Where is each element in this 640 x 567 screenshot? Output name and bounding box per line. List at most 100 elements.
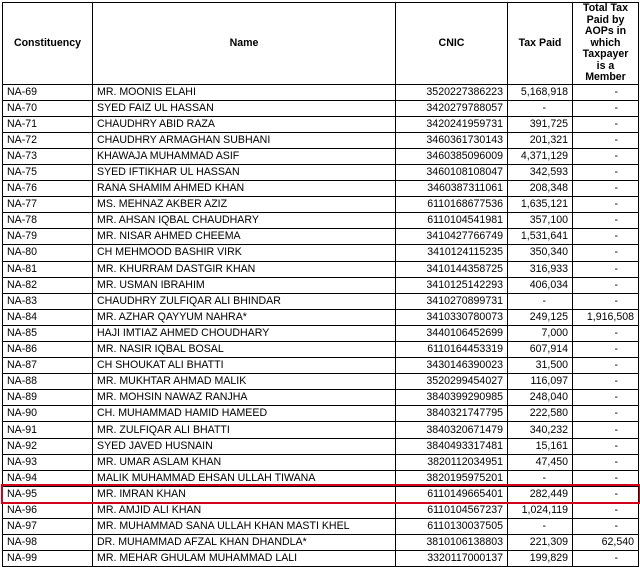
cell-constituency: NA-93 — [3, 454, 93, 470]
cell-aop: - — [573, 116, 639, 132]
cell-aop: - — [573, 261, 639, 277]
cell-constituency: NA-94 — [3, 470, 93, 486]
cell-aop: - — [573, 422, 639, 438]
cell-cnic: 3460385096009 — [396, 148, 508, 164]
cell-constituency: NA-79 — [3, 229, 93, 245]
cell-cnic: 3810106138803 — [396, 535, 508, 551]
cell-aop: - — [573, 519, 639, 535]
cell-tax-paid: 208,348 — [508, 181, 573, 197]
cell-tax-paid: 248,040 — [508, 390, 573, 406]
cell-aop: - — [573, 502, 639, 518]
cell-cnic: 6110104541981 — [396, 213, 508, 229]
header-name: Name — [93, 3, 396, 85]
cell-name: MR. MUKHTAR AHMAD MALIK — [93, 374, 396, 390]
cell-name: MR. NASIR IQBAL BOSAL — [93, 342, 396, 358]
cell-tax-paid: 221,309 — [508, 535, 573, 551]
cell-tax-paid: 201,321 — [508, 132, 573, 148]
cell-name: SYED JAVED HUSNAIN — [93, 438, 396, 454]
cell-cnic: 3520227386223 — [396, 84, 508, 100]
cell-tax-paid: 5,168,918 — [508, 84, 573, 100]
cell-cnic: 3410144358725 — [396, 261, 508, 277]
cell-tax-paid: - — [508, 293, 573, 309]
cell-aop: - — [573, 100, 639, 116]
cell-aop: - — [573, 213, 639, 229]
cell-aop: - — [573, 325, 639, 341]
cell-tax-paid: 249,125 — [508, 309, 573, 325]
cell-constituency: NA-69 — [3, 84, 93, 100]
cell-name: MR. UMAR ASLAM KHAN — [93, 454, 396, 470]
cell-constituency: NA-81 — [3, 261, 93, 277]
cell-cnic: 3460387311061 — [396, 181, 508, 197]
cell-cnic: 3840493317481 — [396, 438, 508, 454]
cell-aop: - — [573, 438, 639, 454]
table-header: Constituency Name CNIC Tax Paid Total Ta… — [3, 3, 639, 85]
cell-tax-paid: 350,340 — [508, 245, 573, 261]
cell-name: MR. IMRAN KHAN — [93, 486, 396, 502]
cell-constituency: NA-83 — [3, 293, 93, 309]
header-constituency: Constituency — [3, 3, 93, 85]
cell-constituency: NA-76 — [3, 181, 93, 197]
cell-name: CH SHOUKAT ALI BHATTI — [93, 358, 396, 374]
cell-tax-paid: 607,914 — [508, 342, 573, 358]
cell-cnic: 3410427766749 — [396, 229, 508, 245]
cell-cnic: 3410125142293 — [396, 277, 508, 293]
cell-aop: - — [573, 374, 639, 390]
cell-aop: - — [573, 181, 639, 197]
cell-tax-paid: 391,725 — [508, 116, 573, 132]
cell-cnic: 6110104567237 — [396, 502, 508, 518]
cell-name: HAJI IMTIAZ AHMED CHOUDHARY — [93, 325, 396, 341]
cell-name: CHAUDHRY ABID RAZA — [93, 116, 396, 132]
cell-tax-paid: - — [508, 100, 573, 116]
cell-tax-paid: 47,450 — [508, 454, 573, 470]
cell-constituency: NA-86 — [3, 342, 93, 358]
cell-name: CH. MUHAMMAD HAMID HAMEED — [93, 406, 396, 422]
cell-cnic: 3410124115235 — [396, 245, 508, 261]
cell-tax-paid: 1,024,119 — [508, 502, 573, 518]
cell-name: KHAWAJA MUHAMMAD ASIF — [93, 148, 396, 164]
cell-name: MR. AMJID ALI KHAN — [93, 502, 396, 518]
cell-cnic: 6110168677536 — [396, 197, 508, 213]
cell-constituency: NA-96 — [3, 502, 93, 518]
cell-name: MR. AHSAN IQBAL CHAUDHARY — [93, 213, 396, 229]
cell-aop: - — [573, 293, 639, 309]
cell-cnic: 3840321747795 — [396, 406, 508, 422]
cell-aop: - — [573, 406, 639, 422]
cell-tax-paid: 199,829 — [508, 551, 573, 567]
cell-tax-paid: 357,100 — [508, 213, 573, 229]
cell-tax-paid: 406,034 — [508, 277, 573, 293]
cell-aop: - — [573, 197, 639, 213]
cell-tax-paid: 222,580 — [508, 406, 573, 422]
cell-name: MR. USMAN IBRAHIM — [93, 277, 396, 293]
cell-aop: - — [573, 470, 639, 486]
cell-cnic: 3820112034951 — [396, 454, 508, 470]
cell-cnic: 3430146390023 — [396, 358, 508, 374]
cell-cnic: 3520299454027 — [396, 374, 508, 390]
cell-name: SYED FAIZ UL HASSAN — [93, 100, 396, 116]
cell-cnic: 3440106452699 — [396, 325, 508, 341]
cell-constituency: NA-72 — [3, 132, 93, 148]
cell-cnic: 3410270899731 — [396, 293, 508, 309]
cell-tax-paid: 1,635,121 — [508, 197, 573, 213]
cell-constituency: NA-92 — [3, 438, 93, 454]
cell-constituency: NA-95 — [3, 486, 93, 502]
cell-tax-paid: 316,933 — [508, 261, 573, 277]
